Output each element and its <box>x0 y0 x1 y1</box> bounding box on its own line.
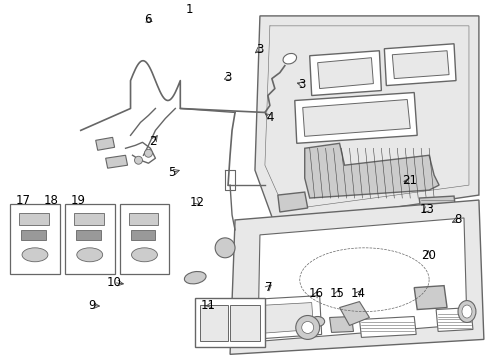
Circle shape <box>145 149 152 157</box>
Polygon shape <box>436 307 473 332</box>
Text: 21: 21 <box>402 174 416 187</box>
Polygon shape <box>414 285 447 310</box>
FancyBboxPatch shape <box>120 204 170 274</box>
Circle shape <box>296 315 319 339</box>
Polygon shape <box>340 302 369 325</box>
Text: 14: 14 <box>351 287 366 300</box>
Polygon shape <box>419 196 456 214</box>
Polygon shape <box>330 316 353 332</box>
Text: 9: 9 <box>89 299 96 312</box>
Polygon shape <box>303 99 410 136</box>
Ellipse shape <box>311 316 325 327</box>
Polygon shape <box>230 305 260 341</box>
Polygon shape <box>19 213 49 225</box>
Text: 10: 10 <box>106 276 121 289</box>
Text: 13: 13 <box>419 203 434 216</box>
Polygon shape <box>258 218 467 341</box>
FancyBboxPatch shape <box>10 204 60 274</box>
Text: 5: 5 <box>168 166 175 179</box>
Polygon shape <box>74 213 104 225</box>
Text: 12: 12 <box>189 195 204 208</box>
Polygon shape <box>295 93 417 143</box>
Text: 18: 18 <box>44 194 58 207</box>
Ellipse shape <box>458 301 476 323</box>
Polygon shape <box>250 296 321 339</box>
Polygon shape <box>200 305 228 341</box>
Polygon shape <box>195 298 265 347</box>
Ellipse shape <box>283 53 296 64</box>
Polygon shape <box>21 230 46 240</box>
Text: 19: 19 <box>71 194 86 207</box>
Text: 15: 15 <box>330 287 345 300</box>
Polygon shape <box>106 155 127 168</box>
Ellipse shape <box>462 305 472 318</box>
Polygon shape <box>258 302 314 333</box>
Text: 7: 7 <box>265 281 272 294</box>
Polygon shape <box>360 316 416 337</box>
Text: 2: 2 <box>149 135 157 148</box>
Text: 4: 4 <box>266 111 273 124</box>
Circle shape <box>135 156 143 164</box>
Polygon shape <box>305 143 439 198</box>
Text: 3: 3 <box>256 43 264 56</box>
Polygon shape <box>130 230 155 240</box>
Ellipse shape <box>131 248 157 262</box>
Polygon shape <box>392 51 449 78</box>
FancyBboxPatch shape <box>65 204 115 274</box>
Text: 11: 11 <box>201 299 216 312</box>
Text: 20: 20 <box>421 249 436 262</box>
Text: 8: 8 <box>454 213 462 226</box>
Polygon shape <box>310 51 381 95</box>
Text: 3: 3 <box>298 78 306 91</box>
Text: 16: 16 <box>309 287 324 300</box>
Ellipse shape <box>22 248 48 262</box>
Polygon shape <box>128 213 158 225</box>
Polygon shape <box>384 44 456 86</box>
Text: 3: 3 <box>224 71 231 84</box>
Polygon shape <box>255 16 479 225</box>
Polygon shape <box>278 192 308 212</box>
Text: 6: 6 <box>144 13 152 27</box>
Circle shape <box>302 321 314 333</box>
Text: 17: 17 <box>16 194 30 207</box>
Polygon shape <box>230 200 484 354</box>
Text: 1: 1 <box>186 3 193 15</box>
Circle shape <box>215 238 235 258</box>
Polygon shape <box>76 230 100 240</box>
Ellipse shape <box>184 271 206 284</box>
Polygon shape <box>96 137 115 150</box>
Polygon shape <box>318 58 373 89</box>
Ellipse shape <box>77 248 103 262</box>
